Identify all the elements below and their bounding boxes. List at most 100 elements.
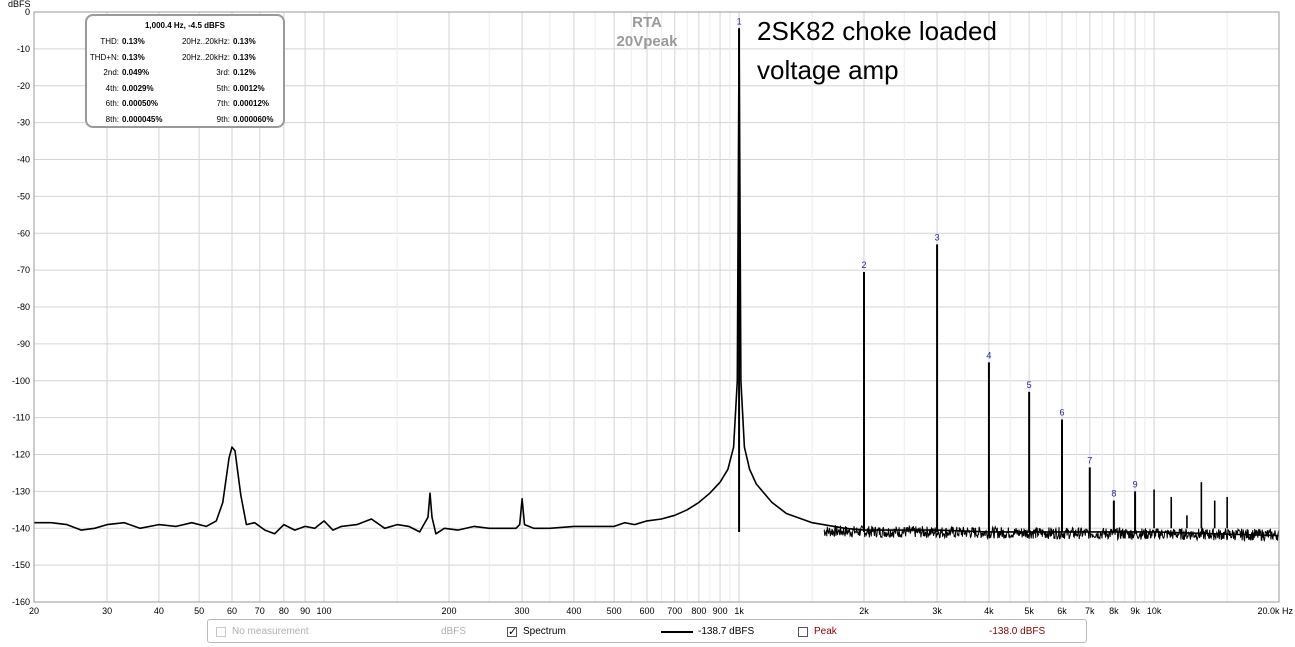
y-tick-label: -110 [13,413,30,423]
readout-label-cell: 2nd: [59,68,119,78]
harmonic-label: 3 [935,232,940,242]
x-tick-label: 3k [932,606,942,616]
harmonic-label: 7 [1087,455,1092,465]
y-tick-label: -140 [12,523,30,533]
readout-label-cell: 9th: [170,115,230,125]
readout-label: 8th: [105,114,119,124]
readout-label-cell: 8th: [59,115,119,125]
x-tick-label: 2k [859,606,869,616]
readout-label-cell: 6th: [59,99,119,109]
readout-label-cell: 5th: [170,84,230,94]
readout-value: 0.13% [122,52,145,62]
x-tick-label: 50 [194,606,204,616]
y-tick-label: -130 [12,486,30,496]
readout-value: 0.00012% [233,99,270,108]
y-axis-label: dBFS [8,0,31,9]
chart-title-line2: voltage amp [757,55,899,85]
x-tick-label: 30 [102,606,112,616]
peak-checkbox[interactable] [798,627,808,637]
y-tick-label: -10 [17,44,30,54]
x-tick-label: 1k [734,606,744,616]
spectrum-series [34,27,1280,542]
y-tick-label: -80 [17,302,30,312]
readout-value: 0.049% [122,68,150,77]
harmonic-label: 2 [861,260,866,270]
y-tick-label: -20 [17,81,30,91]
no-measurement-label: No measurement [232,626,309,637]
x-tick-label: 20.0k Hz [1257,606,1293,616]
rta-label: RTA [632,14,662,31]
readout-label: 20Hz..20kHz: [181,52,230,62]
harmonic-labels: 1 2 3 4 5 6 7 8 9 [737,17,1138,499]
chart-title-line1: 2SK82 choke loaded [757,16,997,46]
spectrum-label: Spectrum [523,626,566,637]
readout-label: 6th: [105,99,119,108]
x-tick-label: 6k [1057,606,1067,616]
x-tick-label: 600 [639,606,654,616]
readout-label-cell: 4th: [59,84,119,94]
y-tick-label: -60 [17,228,30,238]
distortion-readout-box: 1,000.4 Hz, -4.5 dBFS THD: 0.13% 20Hz..20k… [85,14,285,128]
readout-label: 4th: [105,83,119,93]
readout-value: 0.0029% [122,83,154,93]
spectrum-checkbox[interactable] [507,625,517,638]
x-tick-label: 5k [1024,606,1034,616]
y-tick-label: -40 [17,155,30,165]
x-tick-label: 9k [1130,606,1140,616]
x-tick-label: 8k [1109,606,1119,616]
x-tick-label: 70 [255,606,265,616]
readout-value: 0.00050% [122,99,159,108]
harmonic-label: 1 [737,17,742,27]
readout-header: 1,000.4 Hz, -4.5 dBFS [144,21,226,30]
spectrum-line-swatch [661,631,693,633]
x-tick-label: 400 [566,606,581,616]
unit-label: dBFS [441,626,467,637]
x-tick-label: 20 [29,606,39,616]
spectrum-trace [34,27,1280,537]
readout-label-cell: 3rd: [170,68,230,78]
x-tick-label: 800 [691,606,706,616]
x-tick-label: 700 [667,606,682,616]
range-label: 20Vpeak [617,33,679,50]
readout-value: 0.000060% [233,114,274,124]
x-tick-labels: 20 30 40 50 60 70 80 90 100 200 300 400 500 600 700 800… [29,606,1293,616]
x-tick-label: 300 [515,606,530,616]
readout-label: 3rd: [216,68,230,77]
y-tick-labels: 0 -10 -20 -30 -40 -50 -60 -70 -80 -90 -100 -110 -120… [12,7,30,607]
noise-floor-trace [823,524,1280,542]
readout-value: 0.000045% [122,114,163,124]
readout-value: 0.13% [233,52,256,62]
readout-label-cell: THD: [59,37,119,47]
x-tick-label: 100 [317,606,332,616]
harmonic-label: 9 [1133,479,1138,489]
y-tick-label: -70 [17,265,30,275]
x-tick-label: 4k [984,606,994,616]
readout-label: THD+N: [89,52,119,62]
harmonic-label: 8 [1111,489,1116,499]
readout-label-cell: THD+N: [59,53,119,63]
x-tick-label: 60 [227,606,237,616]
peak-label: Peak [814,626,837,637]
spectrum-value: -138.7 dBFS [698,626,755,637]
y-tick-label: -90 [17,339,30,349]
y-tick-label: -160 [12,597,30,607]
y-tick-label: -50 [17,191,30,201]
readout-label: 7th: [216,99,230,108]
readout-label-cell: 20Hz..20kHz: [170,53,230,63]
x-tick-label: 200 [441,606,456,616]
readout-value: 0.13% [233,37,256,46]
readout-value: 0.12% [233,68,256,77]
readout-label: 9th: [216,114,230,124]
peak-value: -138.0 dBFS [989,626,1046,637]
x-tick-label: 7k [1085,606,1095,616]
harmonic-label: 5 [1027,380,1032,390]
legend-bar: No measurement dBFS Spectrum -138.7 dBFS… [207,619,1087,643]
x-tick-label: 500 [607,606,622,616]
readout-label-cell: 7th: [170,99,230,109]
harmonic-label: 4 [986,350,991,360]
readout-value: 0.0012% [233,83,265,93]
no-measurement-checkbox[interactable] [216,627,226,637]
readout-label: 20Hz..20kHz: [181,37,230,46]
x-tick-label: 80 [279,606,289,616]
spur-lines [1153,482,1228,529]
